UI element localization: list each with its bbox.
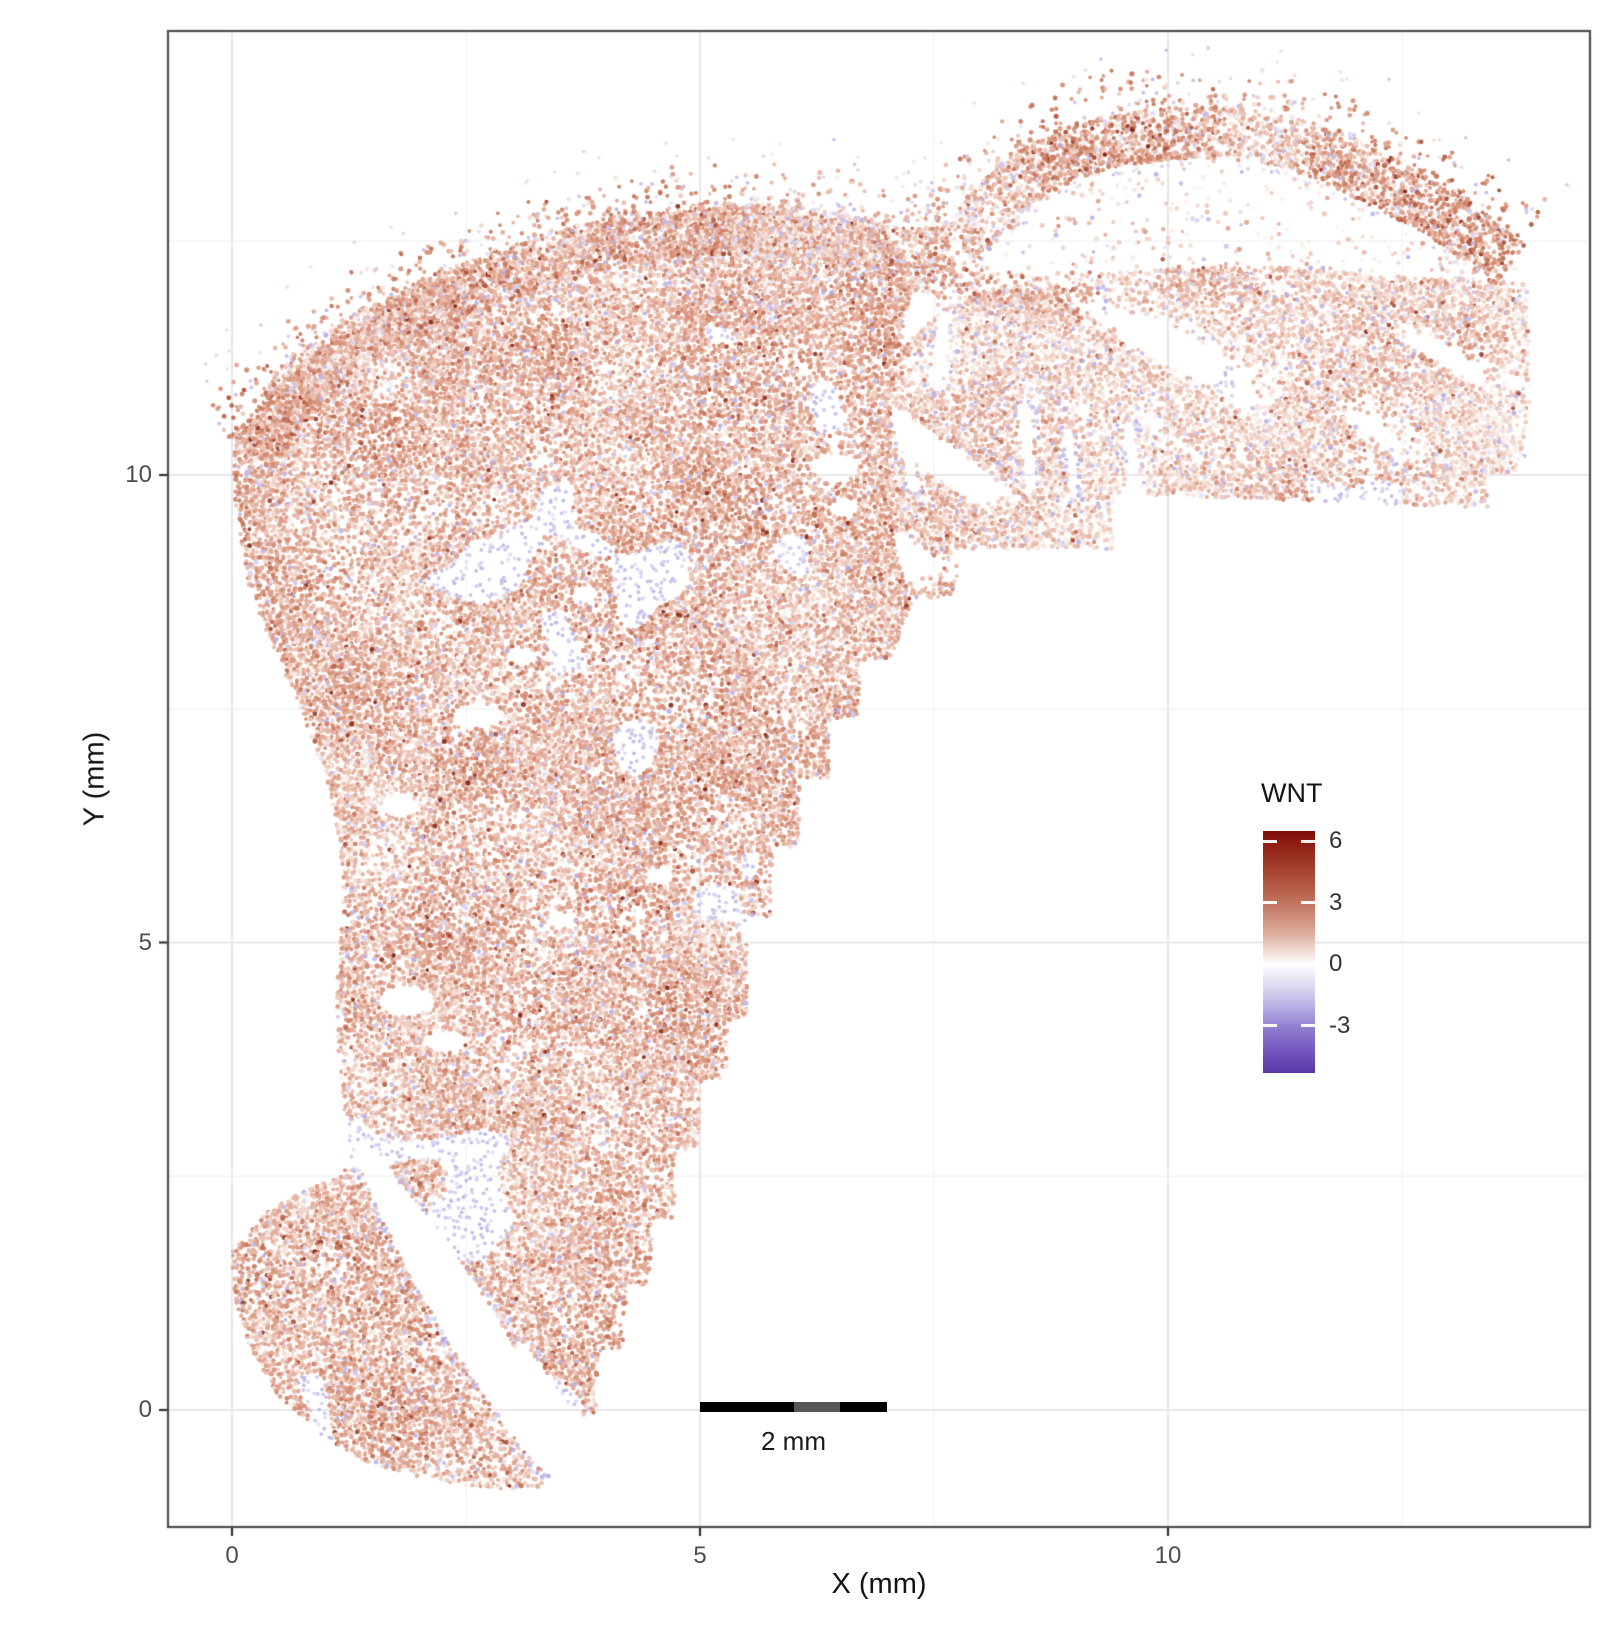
legend-tick xyxy=(1263,839,1277,843)
legend-colorbar xyxy=(1263,831,1315,1073)
y-tick-label: 0 xyxy=(138,1396,152,1423)
legend-tick-label: 6 xyxy=(1329,827,1343,855)
legend-tick xyxy=(1301,962,1315,966)
scale-bar-segment xyxy=(840,1402,887,1412)
legend-tick xyxy=(1263,962,1277,966)
legend-tick xyxy=(1263,901,1277,905)
scale-bar-segment xyxy=(793,1402,841,1412)
y-axis-title: Y (mm) xyxy=(78,731,111,827)
x-tick-label: 10 xyxy=(1154,1542,1182,1569)
scale-bar-label: 2 mm xyxy=(761,1426,826,1456)
scale-bar xyxy=(700,1402,887,1412)
legend-tick-label: -3 xyxy=(1329,1011,1351,1039)
legend-tick xyxy=(1301,901,1315,905)
y-tick-label: 5 xyxy=(138,928,152,956)
legend-title: WNT xyxy=(1261,778,1323,808)
legend-tick xyxy=(1301,1024,1315,1028)
x-axis-title: X (mm) xyxy=(831,1568,927,1600)
scatter-canvas xyxy=(40,16,1600,1616)
spatial-expression-plot: 0 5 10 0 5 10 X (mm) Y (mm) WNT 6 3 0 -3 2 mm xyxy=(40,16,1600,1616)
x-tick-label: 0 xyxy=(225,1542,239,1569)
scale-bar-segment xyxy=(700,1402,794,1412)
legend-tick-label: 3 xyxy=(1329,888,1343,916)
legend-tick xyxy=(1301,839,1315,843)
legend-tick xyxy=(1263,1024,1277,1028)
legend-tick-label: 0 xyxy=(1329,950,1343,978)
x-tick-label: 5 xyxy=(693,1542,707,1569)
y-tick-label: 10 xyxy=(125,461,152,488)
